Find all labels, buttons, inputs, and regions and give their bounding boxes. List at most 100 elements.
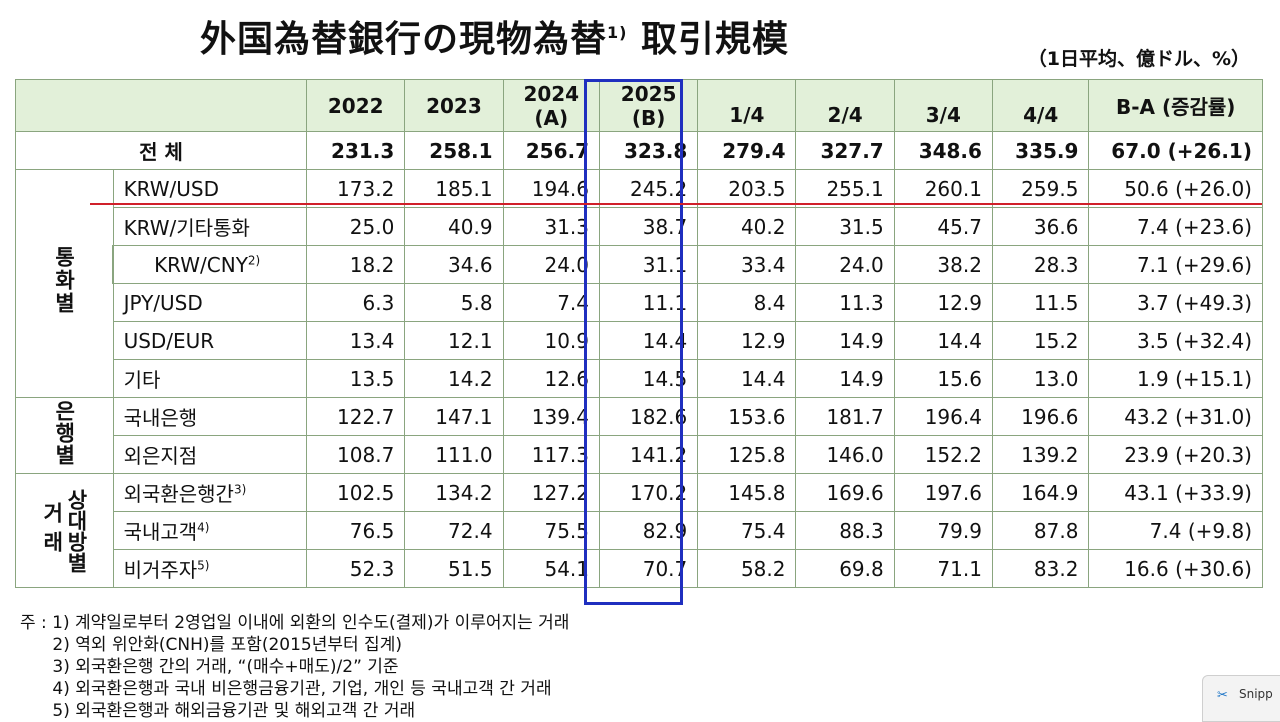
cell: 255.1 [795, 169, 895, 208]
row-label: KRW/기타통화 [112, 207, 308, 246]
table-row: 은행별 국내은행 122.7 147.1 139.4 182.6 153.6 1… [15, 397, 1263, 474]
cell: 117.3 [502, 435, 601, 474]
cell: 7.4 (+9.8) [1088, 511, 1263, 550]
cell: 54.1 [502, 549, 601, 588]
cell: 11.1 [599, 283, 699, 322]
row-label: 국내은행 [112, 397, 308, 436]
cell: 122.7 [306, 397, 406, 436]
cell: 181.7 [795, 397, 895, 436]
cell: 33.4 [697, 245, 797, 284]
cell: 11.3 [795, 283, 895, 322]
table-row: KRW/CNY2) 18.2 34.6 24.0 31.1 33.4 24.0 … [16, 245, 1263, 284]
cell: 40.2 [697, 207, 797, 246]
cell: 260.1 [893, 169, 993, 208]
cell: 7.4 [502, 283, 601, 322]
cell: 31.5 [795, 207, 895, 246]
cell: 14.4 [697, 359, 797, 398]
title-main: 外国為替銀行の現物為替 [200, 19, 608, 60]
cell: 279.4 [697, 131, 797, 170]
group-label-bank: 은행별 [15, 397, 114, 474]
table-row: USD/EUR 13.4 12.1 10.9 14.4 12.9 14.9 14… [16, 321, 1263, 360]
cell: 7.4 (+23.6) [1088, 207, 1263, 246]
cell: 51.5 [404, 549, 504, 588]
cell: 58.2 [697, 549, 797, 588]
cell: 10.9 [502, 321, 601, 360]
header-q1: 1/4 [697, 79, 797, 132]
group-label-currency: 통화별 [15, 169, 114, 398]
cell: 79.9 [893, 511, 993, 550]
cell: 185.1 [404, 169, 504, 208]
footnote-3: 3) 외국환은행 간의 거래, “(매수+매도)/2” 기준 [20, 657, 399, 677]
cell: 13.5 [306, 359, 406, 398]
cell: 231.3 [306, 131, 406, 170]
row-label: KRW/CNY2) [112, 245, 308, 284]
cell: 15.2 [991, 321, 1090, 360]
cell: 43.1 (+33.9) [1088, 473, 1263, 512]
cell: 152.2 [893, 435, 993, 474]
cell: 36.6 [991, 207, 1090, 246]
table-row: 국내고객4) 76.5 72.4 75.5 82.9 75.4 88.3 79.… [16, 511, 1263, 550]
footnote-5: 5) 외국환은행과 해외금융기관 및 해외고객 간 거래 [20, 701, 416, 721]
snip-label: Snipp [1239, 687, 1273, 701]
cell: 139.4 [502, 397, 601, 436]
cell: 45.7 [893, 207, 993, 246]
cell: 72.4 [404, 511, 504, 550]
cell: 182.6 [599, 397, 699, 436]
cell: 14.9 [795, 321, 895, 360]
cell: 196.4 [893, 397, 993, 436]
header-2022: 2022 [306, 79, 406, 132]
cell: 31.1 [599, 245, 699, 284]
table-row: 거래상대방별 외국환은행간3) 102.5 134.2 127.2 170.2 … [15, 473, 1263, 588]
cell: 43.2 (+31.0) [1088, 397, 1263, 436]
header-q2: 2/4 [795, 79, 895, 132]
cell: 15.6 [893, 359, 993, 398]
fx-spot-table: 2022 2023 2024 (A) 2025 (B) 1/4 2/4 3/4 4/… [14, 79, 1263, 588]
row-label: 비거주자5) [112, 549, 308, 588]
cell: 28.3 [991, 245, 1090, 284]
footnote-2: 2) 역외 위안화(CNH)를 포함(2015년부터 집계) [20, 635, 402, 655]
row-label: 기타 [112, 359, 308, 398]
cell: 38.2 [893, 245, 993, 284]
cell: 12.9 [893, 283, 993, 322]
cell: 71.1 [893, 549, 993, 588]
cell: 194.6 [502, 169, 601, 208]
header-q4: 4/4 [991, 79, 1090, 132]
table-row-total: 전 체 231.3 258.1 256.7 323.8 279.4 327.7 … [14, 131, 1263, 170]
table-row: 기타 13.5 14.2 12.6 14.5 14.4 14.9 15.6 13… [16, 359, 1263, 398]
header-2025: 2025 (B) [599, 79, 699, 132]
cell: 38.7 [599, 207, 699, 246]
cell: 75.5 [502, 511, 601, 550]
cell: 196.6 [991, 397, 1090, 436]
row-label: JPY/USD [112, 283, 308, 322]
snipping-tool-popup[interactable]: ✂ Snipp [1202, 675, 1280, 722]
cell: 50.6 (+26.0) [1088, 169, 1263, 208]
title-tail: 取引規模 [641, 19, 790, 60]
unit-label: （1日平均、億ドル、%） [1027, 48, 1250, 70]
cell: 134.2 [404, 473, 504, 512]
cell: 31.3 [502, 207, 601, 246]
table-row: 외은지점 108.7 111.0 117.3 141.2 125.8 146.0… [16, 435, 1263, 474]
cell: 8.4 [697, 283, 797, 322]
cell: 40.9 [404, 207, 504, 246]
cell: 34.6 [404, 245, 504, 284]
cell: 348.6 [893, 131, 993, 170]
cell: 170.2 [599, 473, 699, 512]
cell: 76.5 [306, 511, 406, 550]
cell: 203.5 [697, 169, 797, 208]
row-label: USD/EUR [112, 321, 308, 360]
cell: 12.6 [502, 359, 601, 398]
cell: 145.8 [697, 473, 797, 512]
cell: 139.2 [991, 435, 1090, 474]
cell: 70.7 [599, 549, 699, 588]
header-blank [14, 79, 308, 132]
row-label: 외은지점 [112, 435, 308, 474]
cell: 258.1 [404, 131, 504, 170]
cell: 25.0 [306, 207, 406, 246]
cell: 1.9 (+15.1) [1088, 359, 1263, 398]
cell: 173.2 [306, 169, 406, 208]
footnotes: 주 : 1) 계약일로부터 2영업일 이내에 외환의 인수도(결제)가 이루어지… [20, 612, 569, 722]
cell: 153.6 [697, 397, 797, 436]
cell: 3.7 (+49.3) [1088, 283, 1263, 322]
cell: 88.3 [795, 511, 895, 550]
group-label-counterparty: 거래상대방별 [15, 473, 114, 588]
